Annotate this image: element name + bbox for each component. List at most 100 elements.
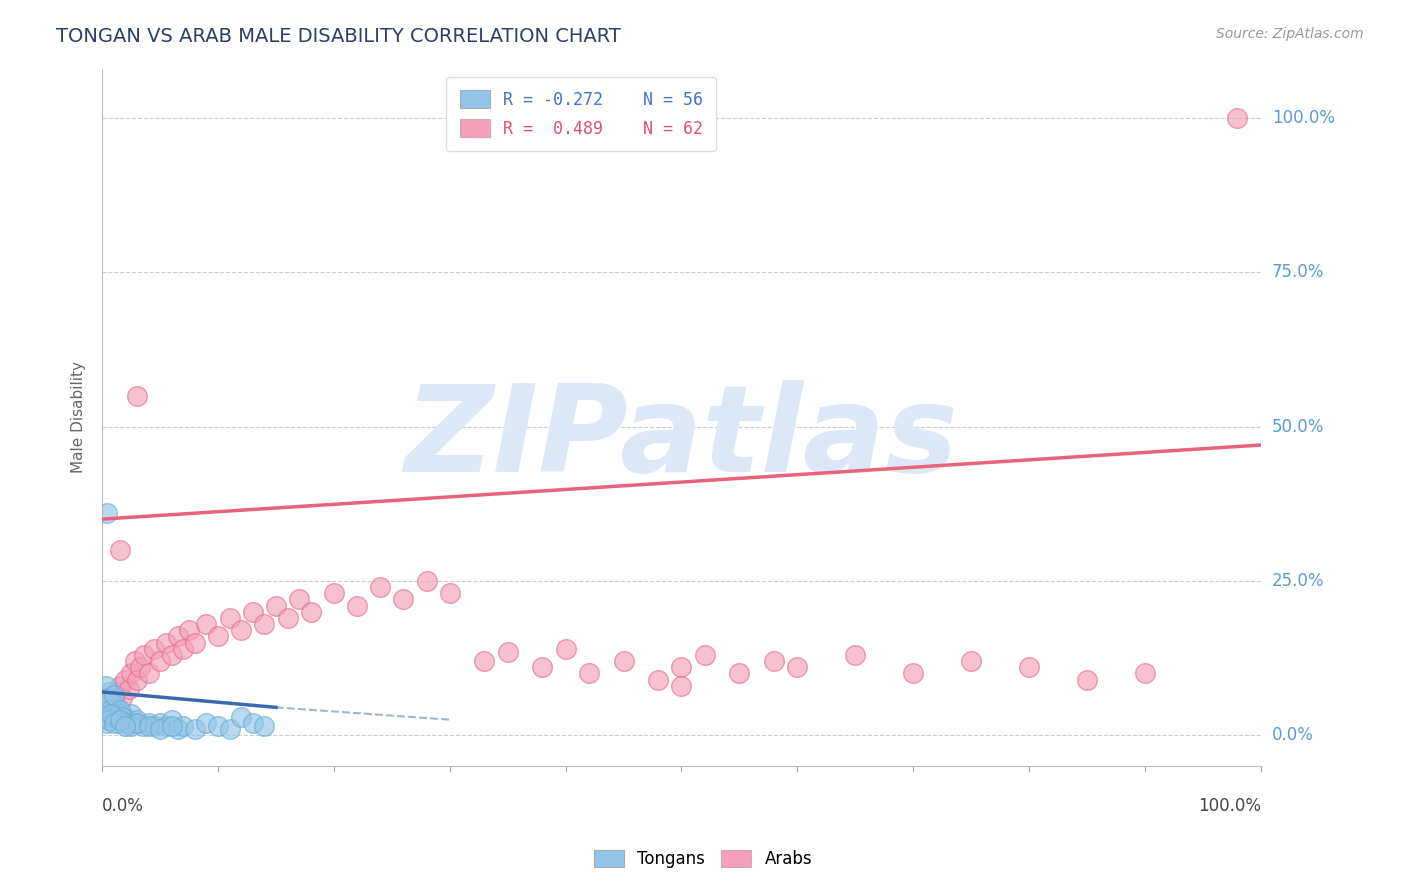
Point [98,698,121,712]
Point [288,592,311,607]
Point [415,574,437,588]
Point [184,722,207,736]
Point [108,679,131,693]
Point [172,641,194,656]
Point [728,666,751,681]
Point [1076,673,1098,687]
Text: 0.0%: 0.0% [103,797,143,814]
Legend: R = -0.272    N = 56, R =  0.489    N = 62: R = -0.272 N = 56, R = 0.489 N = 62 [447,77,717,151]
Point [105,700,128,714]
Point [554,641,576,656]
Point [901,666,924,681]
Point [368,580,391,594]
Point [207,719,229,733]
Point [207,629,229,643]
Point [231,709,253,723]
Text: 25.0%: 25.0% [1272,572,1324,590]
Point [108,713,131,727]
Point [693,648,716,662]
Point [103,709,125,723]
Point [96,506,118,520]
Point [114,719,136,733]
Point [97,691,120,706]
Point [107,715,129,730]
Point [844,648,866,662]
Point [98,703,121,717]
Point [105,685,128,699]
Point [120,719,142,733]
Point [98,685,121,699]
Point [114,709,136,723]
Point [112,713,135,727]
Point [100,706,122,721]
Point [143,641,166,656]
Point [1018,660,1040,674]
Point [166,629,188,643]
Text: Source: ZipAtlas.com: Source: ZipAtlas.com [1216,27,1364,41]
Point [111,691,134,706]
Point [195,715,218,730]
Point [120,706,142,721]
Text: 100.0%: 100.0% [1198,797,1261,814]
Point [160,713,183,727]
Point [763,654,786,668]
Point [149,722,172,736]
Point [253,719,276,733]
Point [155,719,177,733]
Point [108,543,131,558]
Text: TONGAN VS ARAB MALE DISABILITY CORRELATION CHART: TONGAN VS ARAB MALE DISABILITY CORRELATI… [56,27,621,45]
Point [101,688,124,702]
Point [108,703,131,717]
Point [120,666,142,681]
Point [160,719,183,733]
Point [124,715,146,730]
Point [110,706,132,721]
Point [103,688,125,702]
Point [94,679,117,693]
Point [392,592,415,607]
Point [177,624,200,638]
Point [97,700,120,714]
Point [277,611,299,625]
Point [242,715,264,730]
Point [322,586,344,600]
Point [101,709,124,723]
Point [94,709,117,723]
Point [104,703,127,717]
Point [184,635,207,649]
Point [118,715,141,730]
Point [101,691,124,706]
Point [94,706,117,721]
Point [104,698,127,712]
Point [346,599,368,613]
Point [231,624,253,638]
Point [138,715,160,730]
Point [671,660,693,674]
Point [125,713,148,727]
Point [97,703,120,717]
Point [439,586,461,600]
Point [172,719,194,733]
Point [105,706,128,721]
Point [253,617,276,632]
Point [111,709,134,723]
Point [166,722,188,736]
Text: 100.0%: 100.0% [1272,109,1334,127]
Point [118,681,141,696]
Point [531,660,554,674]
Point [125,389,148,403]
Text: 0.0%: 0.0% [1272,726,1313,744]
Point [96,715,118,730]
Point [100,694,122,708]
Y-axis label: Male Disability: Male Disability [72,361,86,474]
Point [218,611,240,625]
Point [132,648,155,662]
Point [149,715,172,730]
Text: ZIPatlas: ZIPatlas [405,380,959,497]
Point [149,654,172,668]
Point [98,713,121,727]
Point [671,679,693,693]
Point [98,698,121,712]
Point [474,654,496,668]
Point [105,709,128,723]
